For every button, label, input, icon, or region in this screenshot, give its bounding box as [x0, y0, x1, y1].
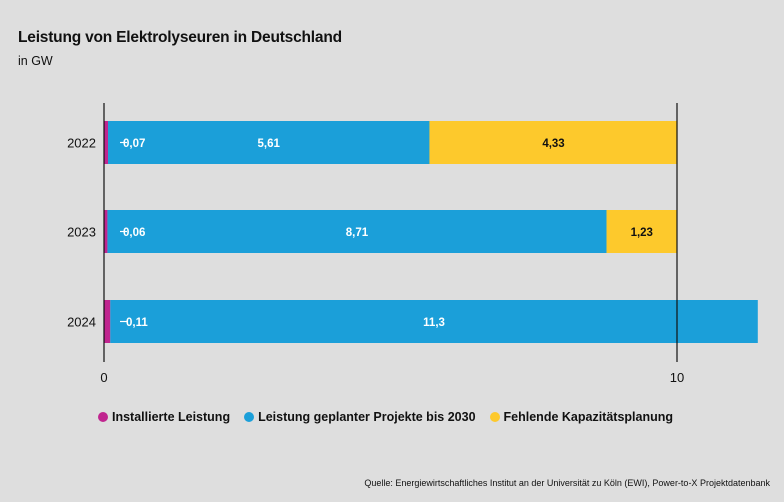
legend-item-planned: Leistung geplanter Projekte bis 2030	[244, 410, 476, 424]
data-label-installed: 0,11	[126, 317, 148, 329]
data-label-planned: 11,3	[423, 317, 445, 329]
data-label-missing: 1,23	[631, 227, 653, 239]
x-tick-label: 0	[100, 370, 107, 385]
chart-title: Leistung von Elektrolyseuren in Deutschl…	[18, 29, 342, 46]
x-tick-label: 10	[670, 370, 684, 385]
bar-2022-installed	[104, 121, 109, 164]
data-label-installed: 0,06	[123, 227, 145, 239]
bar-2024-planned	[110, 300, 758, 343]
bar-2023-installed	[104, 210, 108, 253]
bar-2023-planned	[107, 210, 607, 253]
legend-dot-missing	[489, 412, 500, 422]
legend-item-missing: Fehlende Kapazitätsplanung	[489, 410, 673, 424]
chart-subtitle: in GW	[18, 54, 53, 68]
bar-2022-missing	[429, 121, 678, 164]
legend-label-missing: Fehlende Kapazitätsplanung	[503, 410, 673, 424]
legend-dot-installed	[98, 412, 108, 422]
data-label-planned: 8,71	[346, 227, 369, 239]
bar-2022-planned	[108, 121, 430, 164]
legend-label-installed: Installierte Leistung	[112, 410, 231, 424]
data-label-missing: 4,33	[542, 138, 564, 150]
data-label-installed: 0,07	[123, 138, 145, 150]
legend-dot-planned	[244, 412, 255, 422]
legend-item-installed: Installierte Leistung	[98, 410, 230, 424]
source-note: Quelle: Energiewirtschaftliches Institut…	[364, 478, 770, 488]
bar-2024-installed	[104, 300, 111, 343]
legend-label-planned: Leistung geplanter Projekte bis 2030	[258, 410, 476, 424]
data-label-planned: 5,61	[258, 138, 281, 150]
legend: Installierte Leistung Leistung geplanter…	[98, 410, 673, 424]
category-label: 2022	[67, 136, 96, 151]
category-label: 2024	[67, 315, 96, 330]
bar-2023-missing	[606, 210, 677, 253]
category-label: 2023	[67, 225, 96, 240]
